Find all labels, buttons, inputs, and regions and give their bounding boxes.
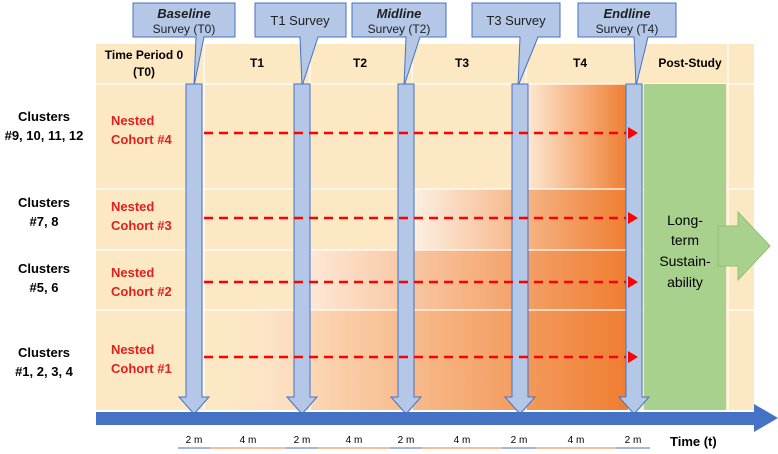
cohort-line-heads [628, 127, 638, 363]
shade-cohort-1 [204, 310, 628, 410]
shade-cohort-4 [526, 84, 628, 189]
cohort-label-2-line2: Cohort #2 [111, 284, 172, 299]
period-t2: T2 [353, 56, 367, 70]
survey-emph-2: Midline [377, 6, 422, 21]
cluster-label-1-line1: Clusters [18, 345, 70, 360]
cluster-label-4-line2: #9, 10, 11, 12 [5, 128, 84, 143]
cluster-label-4-line1: Clusters [18, 109, 70, 124]
survey-arrow-t2 [389, 83, 423, 415]
cohort-label-3-line1: Nested [111, 199, 154, 214]
period-t4: T4 [573, 56, 587, 70]
time-axis-label: Time (t) [670, 434, 717, 449]
cohort-lines [204, 131, 626, 359]
duration-5: 4 m [454, 435, 471, 446]
duration-7: 4 m [568, 435, 585, 446]
survey-arrow-t1 [285, 83, 319, 415]
duration-1: 4 m [240, 435, 257, 446]
sustain-line2: term [671, 232, 699, 248]
sustain-line1: Long- [667, 212, 703, 228]
cohort-label-3-line2: Cohort #3 [111, 218, 172, 233]
survey-callout-baseline [132, 2, 236, 87]
duration-4: 2 m [398, 435, 415, 446]
survey-arrow-t3 [503, 83, 537, 415]
survey-emph-4: Endline [604, 6, 651, 21]
survey-callout-t3 [471, 2, 561, 87]
cluster-label-2-line1: Clusters [18, 261, 70, 276]
cluster-label-3-line2: #7, 8 [30, 214, 59, 229]
sustain-line3: Sustain- [659, 253, 711, 269]
sustainability-block [644, 84, 726, 410]
survey-callout-endline [577, 2, 677, 87]
duration-6: 2 m [511, 435, 528, 446]
time-axis [96, 404, 778, 432]
period-t1: T1 [250, 56, 264, 70]
duration-2: 2 m [294, 435, 311, 446]
survey-label-0: Survey (T0) [153, 22, 216, 36]
survey-callout-midline [351, 2, 447, 87]
cluster-label-1-line2: #1, 2, 3, 4 [15, 364, 74, 379]
cohort-label-1-line2: Cohort #1 [111, 361, 172, 376]
survey-arrow-t0 [177, 83, 211, 415]
sustainability-arrow [717, 210, 771, 282]
duration-8: 2 m [625, 435, 642, 446]
cohort-label-2-line1: Nested [111, 265, 154, 280]
period-post: Post-Study [658, 56, 722, 70]
survey-emph-0: Baseline [157, 6, 210, 21]
survey-label-3: T3 Survey [486, 13, 546, 28]
survey-label-4: Survey (T4) [596, 22, 659, 36]
duration-3: 4 m [346, 435, 363, 446]
survey-arrow-t4 [617, 83, 651, 415]
cohort-label-4-line2: Cohort #4 [111, 132, 172, 147]
shade-cohort-2 [310, 250, 628, 310]
cluster-label-3-line1: Clusters [18, 195, 70, 210]
survey-label-1: T1 Survey [270, 13, 330, 28]
cluster-label-2-line2: #5, 6 [30, 280, 59, 295]
period-0-line2: (T0) [133, 65, 155, 79]
survey-label-2: Survey (T2) [368, 22, 431, 36]
duration-0: 2 m [186, 435, 203, 446]
period-t3: T3 [455, 56, 469, 70]
cohort-label-4-line1: Nested [111, 113, 154, 128]
survey-callout-t1 [254, 2, 347, 87]
sustain-line4: ability [667, 274, 703, 290]
period-0-line1: Time Period 0 [105, 48, 184, 62]
cohort-label-1-line1: Nested [111, 342, 154, 357]
